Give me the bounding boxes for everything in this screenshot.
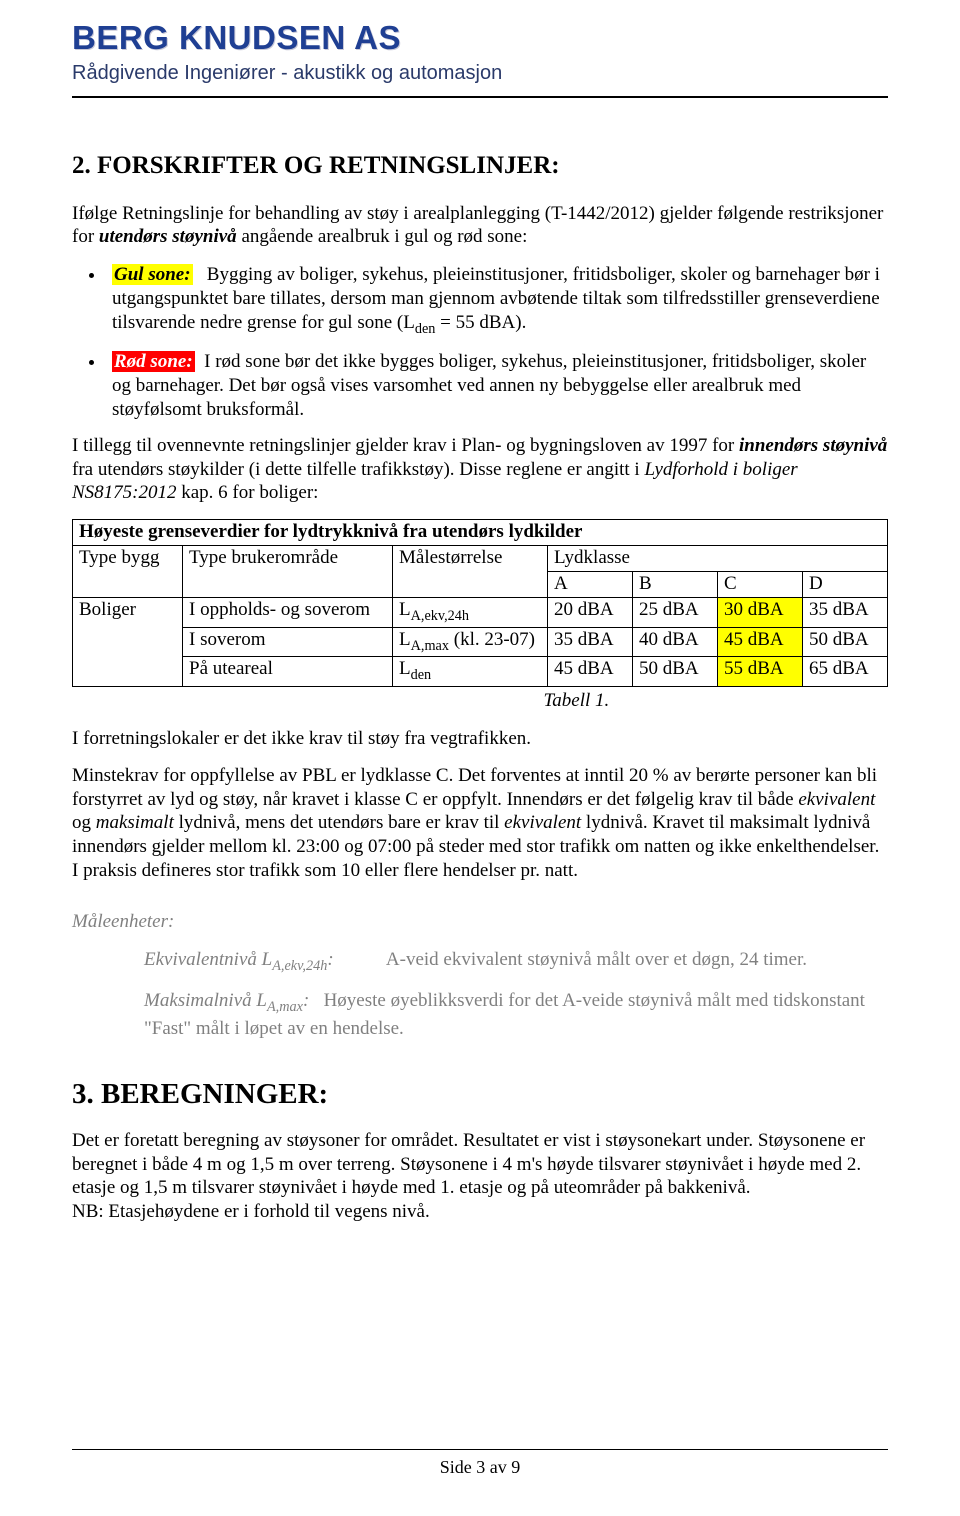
max-post: :: [303, 990, 309, 1011]
p2b: fra utendørs støykilder (i dette tilfell…: [72, 459, 644, 480]
after-p2: Minstekrav for oppfyllelse av PBL er lyd…: [72, 764, 888, 882]
col-meas: Målestørrelse: [393, 545, 548, 597]
table-title: Høyeste grenseverdier for lydtrykknivå f…: [73, 519, 888, 545]
col-b: B: [633, 571, 718, 597]
rod-sone-item: Rød sone: I rød sone bør det ikke bygges…: [106, 350, 888, 422]
p2em: innendørs støynivå: [739, 435, 887, 456]
company-name: BERG KNUDSEN AS: [72, 18, 888, 59]
col-class: Lydklasse: [548, 545, 888, 571]
units-block: Måleenheter: Ekvivalentnivå LA,ekv,24h: …: [72, 910, 888, 1040]
cell-d: 50 dBA: [803, 627, 888, 657]
header-rule: [72, 96, 888, 98]
ekv-pre: Ekvivalentnivå L: [144, 949, 272, 970]
rod-sone-label: Rød sone:: [112, 351, 195, 372]
footer: Side 3 av 9: [72, 1449, 888, 1492]
footer-rule: [72, 1449, 888, 1450]
zone-list: Gul sone: Bygging av boliger, sykehus, p…: [72, 263, 888, 422]
gul-sub: den: [415, 320, 436, 336]
table-row: På uteareal Lden 45 dBA 50 dBA 55 dBA 65…: [73, 657, 888, 687]
gul-sone-label: Gul sone:: [112, 264, 193, 285]
ekv-desc: A-veid ekvivalent støynivå målt over et …: [386, 949, 807, 970]
cell-area: I soverom: [183, 627, 393, 657]
max-sub: A,max: [267, 999, 303, 1015]
cell-a: 35 dBA: [548, 627, 633, 657]
page-number: Side 3 av 9: [72, 1456, 888, 1478]
table-caption: Tabell 1.: [352, 689, 801, 713]
cell-meas: LA,ekv,24h: [393, 597, 548, 627]
ap2e1: ekvivalent: [798, 789, 875, 810]
sec3-nb: NB: Etasjehøydene er i forhold til vegen…: [72, 1200, 888, 1224]
units-max: Maksimalnivå LA,max: Høyeste øyeblikksve…: [144, 989, 888, 1040]
col-a: A: [548, 571, 633, 597]
ap2e3: ekvivalent: [504, 812, 581, 833]
cell-a: 20 dBA: [548, 597, 633, 627]
cell-b: 40 dBA: [633, 627, 718, 657]
section-2-title: 2. FORSKRIFTER OG RETNINGSLINJER:: [72, 152, 888, 180]
intro-post: angående arealbruk i gul og rød sone:: [237, 226, 528, 247]
ekv-sub: A,ekv,24h: [272, 957, 327, 973]
sec3-para: Det er foretatt beregning av støysoner f…: [72, 1129, 888, 1200]
cell-b: 25 dBA: [633, 597, 718, 627]
cell-meas: Lden: [393, 657, 548, 687]
cell-d: 35 dBA: [803, 597, 888, 627]
ref-para: I tillegg til ovennevnte retningslinjer …: [72, 434, 888, 505]
rod-text: I rød sone bør det ikke bygges boliger, …: [112, 351, 866, 420]
max-pre: Maksimalnivå L: [144, 990, 267, 1011]
cell-area: I oppholds- og soverom: [183, 597, 393, 627]
col-d: D: [803, 571, 888, 597]
letterhead: BERG KNUDSEN AS Rådgivende Ingeniører - …: [72, 18, 888, 98]
col-area: Type brukerområde: [183, 545, 393, 597]
intro-em: utendørs støynivå: [99, 226, 237, 247]
section-3-title: 3. BEREGNINGER:: [72, 1078, 888, 1111]
cell-area: På uteareal: [183, 657, 393, 687]
gul-sone-item: Gul sone: Bygging av boliger, sykehus, p…: [106, 263, 888, 339]
ap2e2: maksimalt: [96, 812, 174, 833]
cell-c: 55 dBA: [718, 657, 803, 687]
cell-a: 45 dBA: [548, 657, 633, 687]
limits-table: Høyeste grenseverdier for lydtrykknivå f…: [72, 519, 888, 687]
cell-b: 50 dBA: [633, 657, 718, 687]
units-ekv: Ekvivalentnivå LA,ekv,24h: A-veid ekviva…: [144, 948, 888, 975]
ekv-post: :: [327, 949, 333, 970]
after-p1: I forretningslokaler er det ikke krav ti…: [72, 727, 888, 751]
ap2a: Minstekrav for oppfyllelse av PBL er lyd…: [72, 765, 877, 810]
gul-tail: = 55 dBA).: [435, 312, 526, 333]
p2c: kap. 6 for boliger:: [177, 482, 319, 503]
tagline: Rådgivende Ingeniører - akustikk og auto…: [72, 61, 888, 86]
intro-para: Ifølge Retningslinje for behandling av s…: [72, 202, 888, 249]
units-heading: Måleenheter:: [72, 911, 174, 932]
table-row: I soverom LA,max (kl. 23-07) 35 dBA 40 d…: [73, 627, 888, 657]
col-c: C: [718, 571, 803, 597]
table-row: Boliger I oppholds- og soverom LA,ekv,24…: [73, 597, 888, 627]
cell-meas: LA,max (kl. 23-07): [393, 627, 548, 657]
cell-d: 65 dBA: [803, 657, 888, 687]
cell-c: 45 dBA: [718, 627, 803, 657]
ap2b: og: [72, 812, 96, 833]
cell-c: 30 dBA: [718, 597, 803, 627]
col-type: Type bygg: [73, 545, 183, 597]
p2a: I tillegg til ovennevnte retningslinjer …: [72, 435, 739, 456]
cell-type: Boliger: [73, 597, 183, 686]
ap2c: lydnivå, mens det utendørs bare er krav …: [174, 812, 504, 833]
